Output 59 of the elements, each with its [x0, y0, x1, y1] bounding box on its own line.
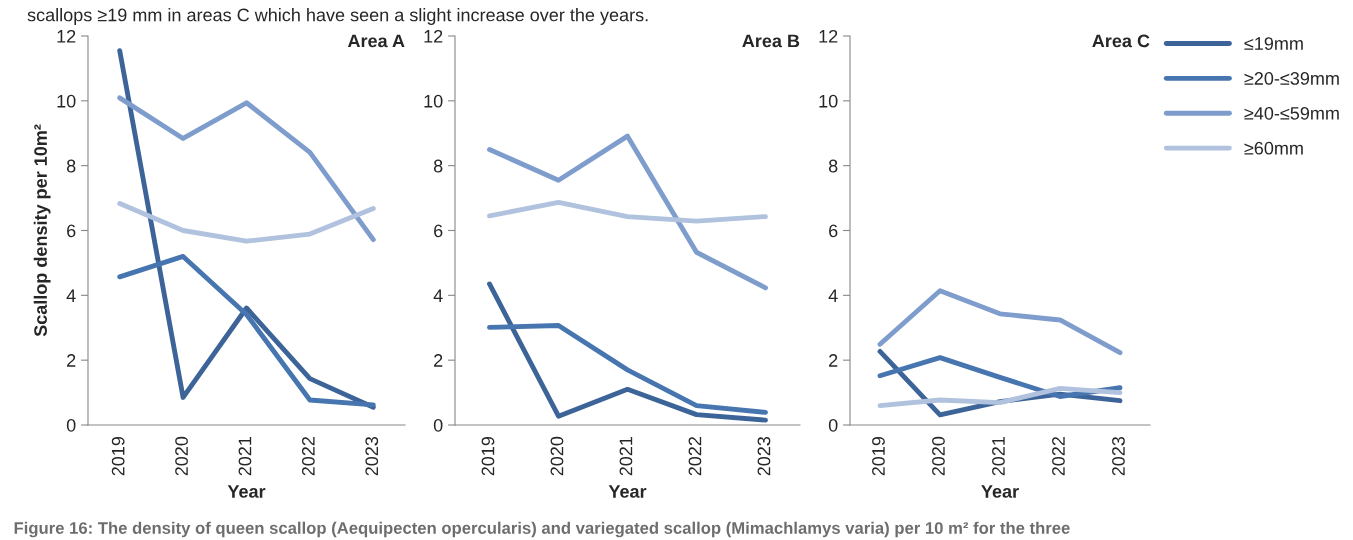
y-tick-label: 12: [424, 29, 443, 43]
x-tick-label: 2022: [301, 437, 315, 476]
x-tick-label: 2019: [111, 436, 125, 476]
x-tick-label: 2023: [365, 436, 379, 476]
y-axis-title: Scallop density per 10m²: [33, 124, 51, 337]
y-tick-label: 10: [57, 94, 76, 108]
caption: Figure 16: The density of queen scallop (Aequipecten opercularis) and variegated scallop (Mimachlamys varia) per 10 m² for the three: [14, 521, 1070, 538]
y-tick-label: 4: [433, 289, 443, 302]
line-series: [487, 133, 768, 291]
y-tick-label: 12: [819, 29, 838, 43]
x-tick-label: 2023: [1112, 436, 1125, 476]
x-tick-label: 2022: [1052, 437, 1065, 476]
line-series: [117, 48, 376, 410]
chart-title: Area A: [347, 34, 405, 48]
legend-label: ≤19mm: [1244, 37, 1303, 50]
chart-title: Area C: [1092, 34, 1150, 48]
line-series: [487, 281, 768, 423]
x-tick-label: 2019: [872, 436, 885, 476]
x-tick-label: 2020: [175, 436, 188, 476]
x-tick-label: 2021: [238, 436, 252, 476]
legend-label: ≥20-≤39mm: [1244, 72, 1339, 85]
y-tick-label: 6: [67, 224, 76, 238]
y-tick-label: 4: [828, 289, 838, 302]
x-axis-title: Year: [608, 485, 647, 498]
y-tick-label: 6: [434, 224, 443, 238]
y-tick-label: 6: [829, 224, 838, 238]
y-tick-label: 10: [819, 94, 838, 108]
y-tick-label: 10: [424, 94, 443, 108]
y-tick-label: 0: [433, 418, 443, 432]
x-tick-label: 2023: [757, 436, 771, 476]
line-series: [117, 254, 376, 408]
y-tick-label: 2: [67, 354, 76, 367]
line-series: [877, 288, 1123, 356]
line-series: [877, 385, 1123, 408]
x-axis-title: Year: [981, 485, 1019, 498]
line-series: [487, 199, 768, 224]
x-tick-label: 2020: [932, 436, 945, 476]
y-tick-label: 2: [829, 354, 838, 367]
x-tick-label: 2020: [550, 436, 564, 476]
line-series: [117, 201, 376, 244]
y-tick-label: 8: [433, 159, 443, 173]
y-tick-label: 8: [828, 159, 838, 173]
x-tick-label: 2021: [992, 436, 1005, 476]
chart-title: Area B: [742, 34, 800, 48]
x-tick-label: 2022: [688, 437, 702, 476]
text: scallops ≥19 mm in areas C which have seen a slight increase over the years.: [27, 8, 648, 25]
y-tick-label: 8: [66, 159, 76, 173]
x-axis-title: Year: [227, 485, 266, 498]
line-series: [117, 95, 376, 243]
y-tick-label: 4: [66, 289, 76, 302]
x-tick-label: 2019: [481, 436, 495, 476]
x-tick-label: 2021: [619, 436, 633, 476]
legend-label: ≥60mm: [1244, 141, 1303, 155]
y-tick-label: 2: [434, 354, 443, 367]
legend-label: ≥40-≤59mm: [1244, 106, 1339, 120]
y-tick-label: 12: [57, 29, 76, 43]
y-tick-label: 0: [66, 418, 76, 432]
y-tick-label: 0: [828, 418, 838, 432]
line-series: [487, 323, 768, 415]
